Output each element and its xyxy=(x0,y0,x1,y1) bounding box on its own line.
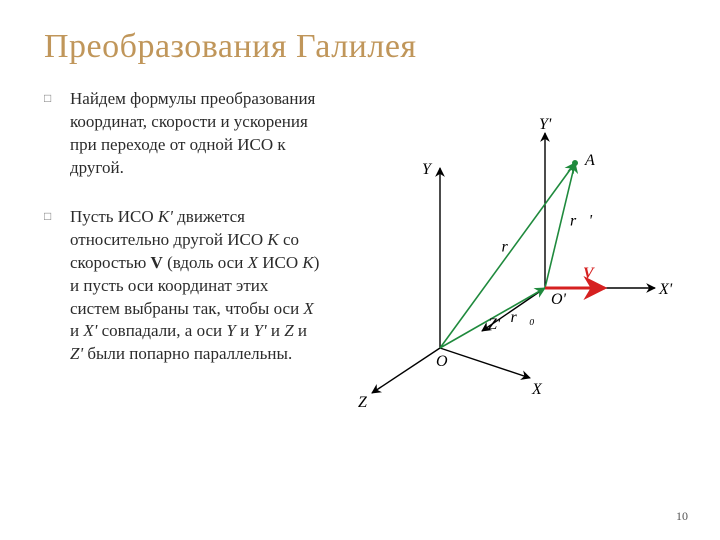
diagram-container: O O' A X Y Z X' Y' Z' r⃗ r⃗' r⃗₀ V⃗ xyxy=(320,88,680,448)
svg-text:r⃗: r⃗ xyxy=(502,239,521,256)
slide-title: Преобразования Галилея xyxy=(44,28,680,66)
svg-text:X: X xyxy=(531,381,543,398)
galilean-diagram: O O' A X Y Z X' Y' Z' r⃗ r⃗' r⃗₀ V⃗ xyxy=(320,88,680,448)
bullet-2-text: Пусть ИСО K' движется относительно друго… xyxy=(70,207,319,364)
svg-text:Z': Z' xyxy=(488,316,501,333)
svg-text:O: O xyxy=(436,353,448,370)
svg-text:Y': Y' xyxy=(539,116,552,133)
svg-text:X': X' xyxy=(658,281,673,298)
svg-text:Z: Z xyxy=(358,394,368,411)
svg-text:r⃗₀: r⃗₀ xyxy=(511,309,535,326)
svg-text:r⃗': r⃗' xyxy=(570,213,593,230)
page-number: 10 xyxy=(676,509,688,524)
svg-text:Y: Y xyxy=(422,161,433,178)
bullet-1-text: Найдем формулы преобразования координат,… xyxy=(70,89,315,177)
svg-text:O': O' xyxy=(551,291,567,308)
svg-text:A: A xyxy=(584,152,595,169)
bullet-2: Пусть ИСО K' движется относительно друго… xyxy=(44,206,320,367)
bullet-1: Найдем формулы преобразования координат,… xyxy=(44,88,320,180)
text-column: Найдем формулы преобразования координат,… xyxy=(44,88,320,392)
svg-text:V⃗: V⃗ xyxy=(583,265,606,282)
